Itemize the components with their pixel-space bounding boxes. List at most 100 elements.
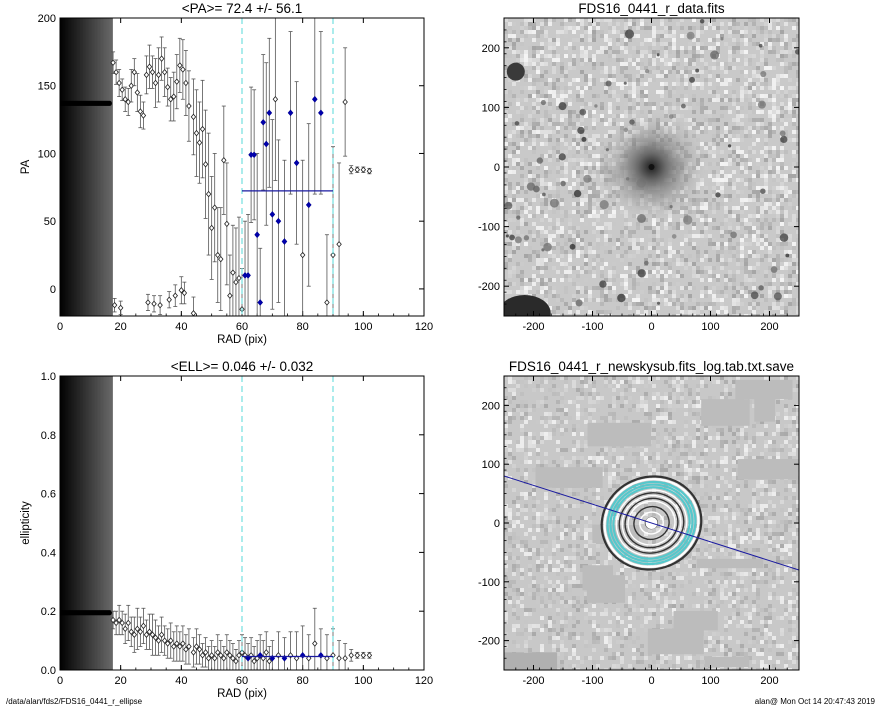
data-point	[186, 643, 192, 650]
star	[623, 81, 627, 85]
data-point	[233, 657, 239, 665]
x-tick-label: 80	[297, 675, 309, 687]
y-tick-label: 200	[482, 400, 500, 412]
mask-patch	[701, 399, 750, 426]
mask-patch	[696, 558, 764, 569]
data-point	[211, 204, 218, 211]
data-point	[354, 166, 360, 173]
x-tick-label: 0	[648, 675, 654, 687]
star	[543, 242, 552, 252]
y-tick-label: 0.4	[41, 547, 56, 559]
y-tick-label: 50	[44, 216, 56, 228]
data-point	[208, 652, 215, 659]
data-point	[199, 652, 206, 659]
data-point	[180, 640, 186, 647]
x-tick-label: 0	[648, 321, 654, 333]
data-point	[360, 166, 367, 173]
y-tick-label: 200	[38, 13, 56, 25]
data-point	[119, 619, 125, 627]
star	[506, 62, 525, 81]
x-tick-label: 100	[701, 675, 719, 687]
data-point	[140, 112, 147, 119]
x-axis-label-pa: RAD (pix)	[217, 334, 267, 346]
star	[569, 243, 576, 250]
data-point	[174, 78, 180, 85]
star	[605, 80, 612, 87]
star	[757, 100, 766, 109]
data-point	[171, 643, 177, 650]
data-point	[125, 98, 131, 106]
fit-range-point	[299, 652, 306, 659]
data-point	[342, 655, 348, 662]
fit-range-point	[269, 211, 276, 218]
isophote-ellipse	[615, 489, 688, 557]
star	[680, 103, 686, 109]
star	[542, 192, 546, 197]
mask-patch	[647, 628, 704, 655]
isophote-ellipse	[621, 494, 682, 552]
data-point	[116, 616, 122, 624]
data-point	[180, 66, 186, 73]
star	[773, 292, 782, 301]
data-point	[266, 657, 273, 665]
data-point	[202, 649, 209, 656]
star	[770, 266, 778, 273]
y-tick-label: 100	[38, 148, 56, 160]
mask-patch	[735, 379, 793, 400]
star	[504, 201, 513, 210]
footer-path: /data/alan/fds2/FDS16_0441_r_ellipse	[6, 697, 143, 706]
x-tick-label: 60	[236, 321, 248, 333]
data-point	[111, 301, 118, 309]
mask-patch	[535, 467, 603, 488]
data-point	[183, 79, 189, 87]
star	[760, 70, 767, 78]
data-point	[227, 652, 233, 659]
data-point	[205, 190, 212, 198]
data-point	[178, 287, 185, 294]
data-point	[236, 274, 242, 282]
x-tick-label: 60	[236, 675, 248, 687]
x-tick-label: 120	[415, 675, 433, 687]
star	[644, 260, 649, 266]
star	[577, 126, 585, 135]
data-point	[116, 79, 122, 87]
isophote-ellipse	[624, 497, 679, 549]
panel-pa: <PA>= 72.4 +/- 56.1 0 20 40 60 80 100 120 0 50 100…	[20, 1, 433, 346]
data-point	[151, 300, 157, 308]
star	[599, 200, 609, 210]
data-point	[125, 619, 131, 627]
data-point	[199, 125, 206, 133]
data-point	[366, 652, 373, 659]
mask-patch	[582, 565, 614, 591]
inner-point	[107, 610, 112, 616]
data-point	[167, 96, 174, 103]
data-point	[215, 649, 221, 656]
panel-title-data: FDS16_0441_r_data.fits	[578, 1, 725, 16]
x-tick-label: 20	[115, 675, 127, 687]
y-tick-label: 0	[494, 162, 500, 174]
star	[715, 192, 721, 198]
star	[656, 53, 660, 57]
data-point	[137, 108, 144, 115]
x-tick-label: -100	[581, 321, 603, 333]
data-point	[336, 655, 342, 662]
data-point	[181, 289, 188, 297]
data-point	[208, 224, 215, 232]
y-tick-label: 1.0	[41, 371, 56, 383]
x-tick-label: 20	[115, 321, 127, 333]
isophote-ellipse	[627, 500, 676, 546]
star	[710, 50, 720, 60]
star	[549, 198, 559, 208]
fit-range-point	[318, 109, 324, 117]
mask-patch	[754, 398, 776, 422]
x-tick-label: -100	[581, 675, 603, 687]
data-point	[128, 82, 135, 89]
data-point	[183, 646, 189, 653]
star	[617, 293, 626, 303]
data-point	[227, 292, 233, 299]
data-point	[134, 89, 141, 96]
panel-data: FDS16_0441_r_data.fits -200 -100 0 100 200 -20…	[478, 1, 800, 333]
star	[760, 188, 766, 194]
data-point	[215, 251, 221, 259]
position-angle-line	[504, 475, 799, 571]
